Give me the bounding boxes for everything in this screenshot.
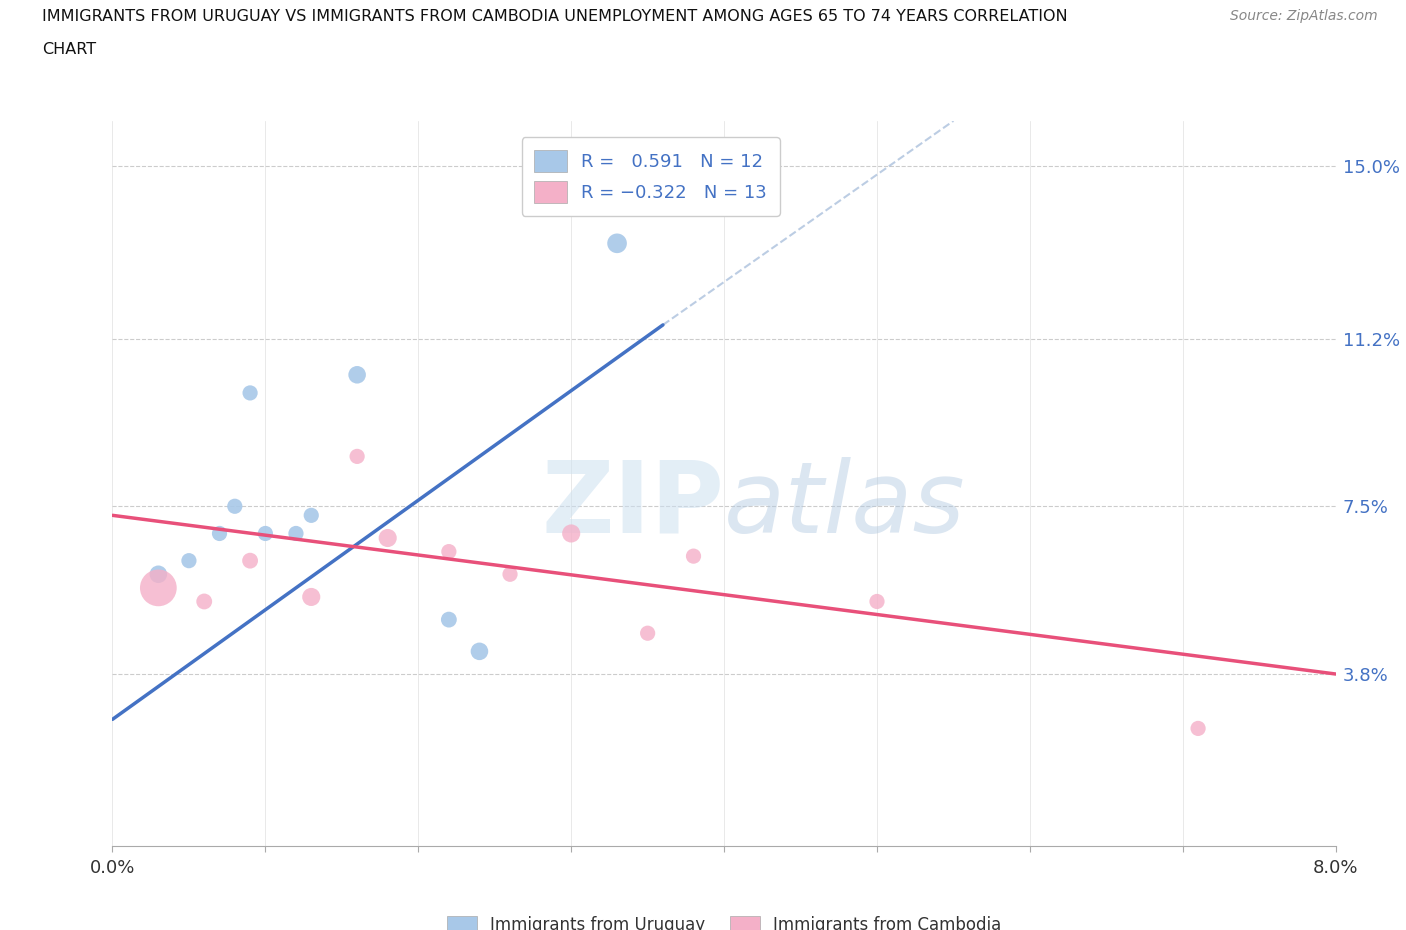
Point <box>193 594 215 609</box>
Point <box>437 612 460 627</box>
Point <box>239 386 262 401</box>
Text: atlas: atlas <box>724 457 966 554</box>
Point <box>499 567 522 582</box>
Point <box>1187 721 1209 736</box>
Point <box>866 594 889 609</box>
Point <box>377 530 399 545</box>
Point <box>437 544 460 559</box>
Text: CHART: CHART <box>42 42 96 57</box>
Legend: Immigrants from Uruguay, Immigrants from Cambodia: Immigrants from Uruguay, Immigrants from… <box>447 916 1001 930</box>
Text: Source: ZipAtlas.com: Source: ZipAtlas.com <box>1230 9 1378 23</box>
Point <box>148 567 170 582</box>
Point <box>346 449 368 464</box>
Point <box>254 526 277 541</box>
Point <box>299 590 322 604</box>
Point <box>682 549 704 564</box>
Text: ZIP: ZIP <box>541 457 724 554</box>
Point <box>560 526 582 541</box>
Point <box>148 580 170 595</box>
Point <box>346 367 368 382</box>
Point <box>208 526 231 541</box>
Point <box>284 526 308 541</box>
Point <box>299 508 322 523</box>
Point <box>606 236 628 251</box>
Text: IMMIGRANTS FROM URUGUAY VS IMMIGRANTS FROM CAMBODIA UNEMPLOYMENT AMONG AGES 65 T: IMMIGRANTS FROM URUGUAY VS IMMIGRANTS FR… <box>42 9 1067 24</box>
Point <box>468 644 491 658</box>
Point <box>224 498 246 513</box>
Point <box>637 626 659 641</box>
Point <box>239 553 262 568</box>
Point <box>177 553 200 568</box>
